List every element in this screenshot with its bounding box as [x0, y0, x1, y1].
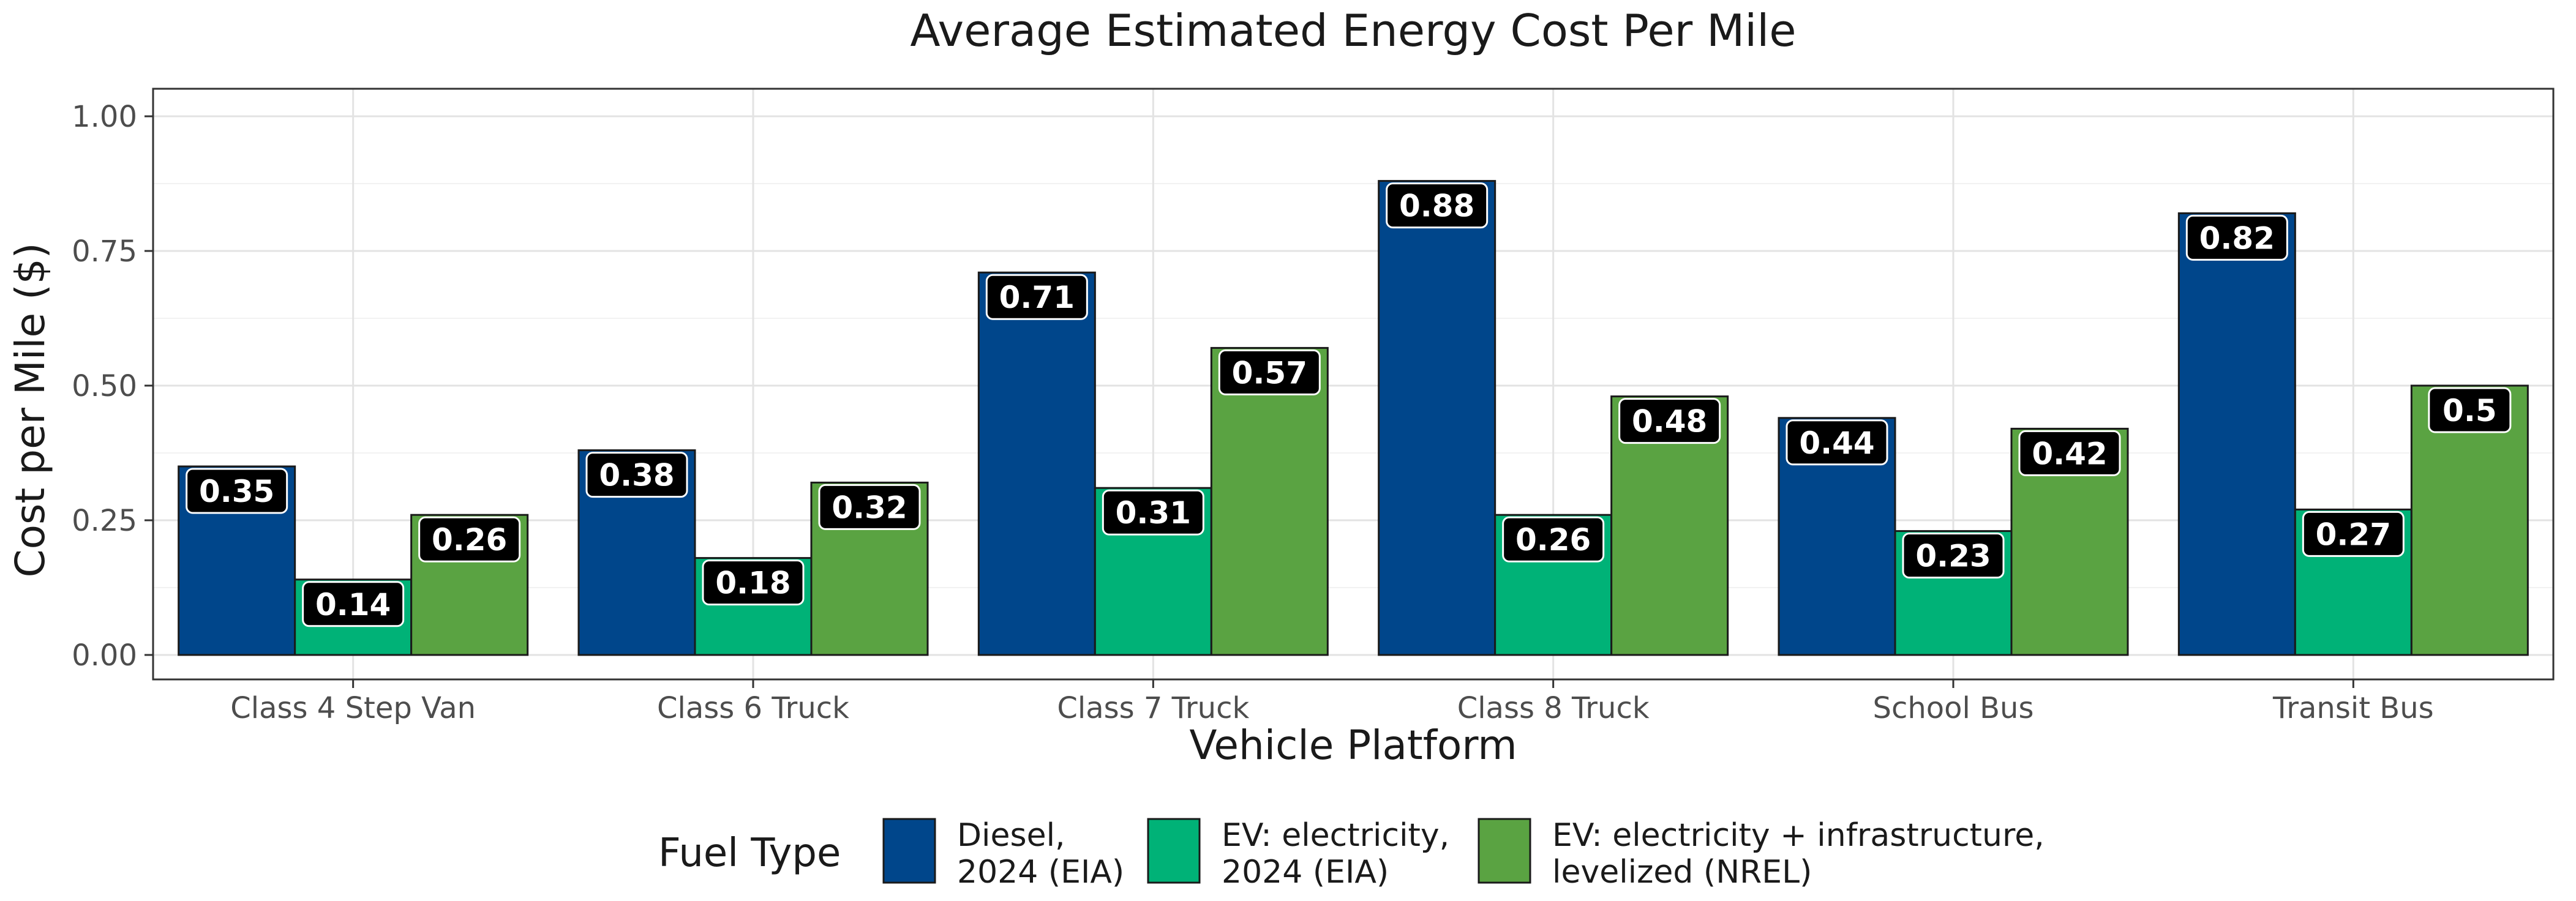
bar-label: 0.57 — [1232, 355, 1307, 391]
legend-key — [1147, 818, 1201, 884]
bar-label: 0.35 — [199, 474, 274, 509]
legend-label: 2024 (EIA) — [957, 854, 1124, 891]
x-tick-label: Class 4 Step Van — [230, 691, 476, 725]
bar-label-box — [2185, 214, 2288, 261]
bar-label-box — [702, 559, 805, 606]
bar-label-box — [818, 484, 921, 530]
legend-key — [1478, 818, 1531, 884]
bar — [1378, 180, 1496, 656]
legend: Fuel Type Diesel,2024 (EIA)EV: electrici… — [658, 817, 2045, 891]
bar-label: 0.82 — [2199, 220, 2275, 256]
y-tick-label: 0.00 — [72, 638, 137, 673]
bar-label-box — [2302, 510, 2405, 557]
bar-label-box — [1218, 349, 1321, 395]
bars — [178, 180, 2529, 656]
y-tick-label: 0.25 — [72, 504, 137, 538]
legend-label: EV: electricity + infrastructure, — [1552, 817, 2045, 854]
bar-label: 0.32 — [832, 490, 907, 525]
bar — [977, 271, 1096, 656]
bar-label: 0.26 — [432, 522, 507, 558]
bar-label-box — [186, 468, 288, 514]
y-axis-title: Cost per Mile ($) — [7, 242, 54, 577]
bar-label: 0.44 — [1799, 425, 1874, 461]
bar-label: 0.26 — [1515, 522, 1591, 558]
bar-labels: 0.35 0.14 0.26 0.38 0.18 0.32 0.71 0.31 0.57 0.88… — [186, 182, 2512, 627]
bar-label-box — [1386, 182, 1489, 229]
x-axis-title: Vehicle Platform — [1189, 722, 1517, 769]
bar-label: 0.88 — [1399, 189, 1474, 224]
bar-label: 0.31 — [1116, 495, 1191, 531]
bar-label-box — [985, 274, 1088, 320]
chart-title: Average Estimated Energy Cost Per Mile — [910, 5, 1796, 56]
bar-label: 0.71 — [999, 280, 1075, 315]
x-tick-label: Class 7 Truck — [1057, 691, 1249, 725]
bar-label-box — [585, 452, 688, 498]
legend-key — [882, 818, 936, 884]
bar-label-box — [2018, 430, 2121, 476]
bar-label-box — [1502, 516, 1605, 563]
x-tick-label: Transit Bus — [2272, 691, 2434, 725]
bar-label: 0.48 — [1632, 404, 1707, 439]
legend-label: 2024 (EIA) — [1222, 854, 1389, 891]
bar-label-box — [302, 581, 405, 627]
plot-panel-border — [152, 88, 2555, 681]
bar-label: 0.18 — [715, 566, 790, 601]
bar-label: 0.27 — [2316, 517, 2391, 552]
bar-label: 0.38 — [599, 458, 674, 493]
y-tick-label: 0.75 — [72, 234, 137, 269]
bar-label: 0.23 — [1915, 539, 1991, 574]
bar-label-box — [2428, 387, 2512, 433]
y-tick-label: 0.50 — [72, 369, 137, 403]
bar-label-box — [1786, 419, 1888, 466]
legend-label: levelized (NREL) — [1552, 854, 1812, 891]
legend-label: EV: electricity, — [1222, 817, 1449, 854]
bar-label-box — [1618, 398, 1721, 444]
x-tick-label: School Bus — [1873, 691, 2034, 725]
x-tick-label: Class 6 Truck — [657, 691, 849, 725]
x-axis: Class 4 Step Van Class 6 Truck Class 7 Tru… — [230, 679, 2434, 725]
y-tick-label: 1.00 — [72, 100, 137, 134]
bar-label-box — [1902, 533, 2005, 579]
legend-label: Diesel, — [957, 817, 1065, 854]
bar-label-box — [418, 516, 521, 563]
legend-title: Fuel Type — [658, 831, 841, 876]
bar — [1210, 346, 1329, 656]
bar-label-box — [1102, 489, 1204, 536]
y-axis: 0.00 0.25 0.50 0.75 1.00 — [72, 100, 153, 673]
bar-label: 0.42 — [2032, 436, 2107, 471]
bar-label: 0.14 — [315, 587, 391, 622]
bar — [2177, 212, 2296, 656]
x-tick-label: Class 8 Truck — [1457, 691, 1650, 725]
bar-label: 0.5 — [2443, 393, 2497, 428]
